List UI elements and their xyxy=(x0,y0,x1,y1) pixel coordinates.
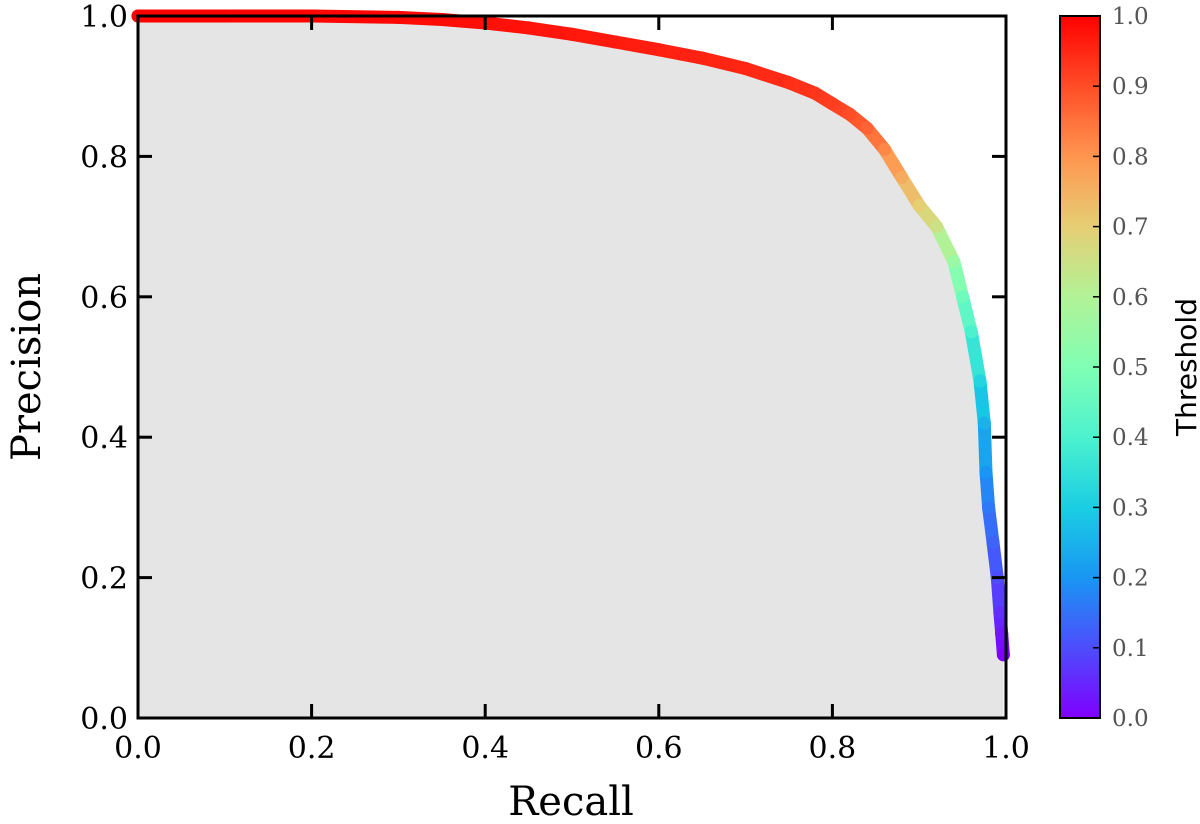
colorbar-tick-label: 0.7 xyxy=(1112,215,1149,241)
curve-segment xyxy=(608,35,666,57)
y-axis-title: Precision xyxy=(4,273,50,461)
curve-point xyxy=(912,199,926,212)
axes: 0.0 0.2 0.4 0.6 0.8 1.0 0.0 0.2 0.4 0.6 0.8 1.0 xyxy=(80,0,1030,766)
plot-frame xyxy=(136,14,1008,720)
y-tick-label: 0.6 xyxy=(80,281,128,316)
colorbar-tick-label: 0.3 xyxy=(1112,495,1149,521)
area-under-curve xyxy=(138,16,1004,718)
colorbar-title: Threshold xyxy=(1170,298,1200,437)
curve-point xyxy=(608,35,622,49)
colorbar-tick-label: 0.6 xyxy=(1112,285,1149,311)
curve-point xyxy=(878,142,891,156)
curve-point xyxy=(964,325,978,339)
y-tick-label: 0.8 xyxy=(80,140,128,175)
colorbar-tick-label: 0.9 xyxy=(1112,74,1149,100)
curve-point xyxy=(895,171,909,184)
curve-segment xyxy=(652,43,709,65)
curve-point xyxy=(695,51,709,65)
colorbar-tick-label: 0.0 xyxy=(1112,706,1149,732)
curve-segment xyxy=(973,374,991,430)
pr-curve xyxy=(131,9,1010,662)
curve-point xyxy=(565,27,579,41)
colorbar-tick-label: 0.5 xyxy=(1112,355,1149,381)
colorbar-tick-label: 0.8 xyxy=(1112,144,1149,170)
curve-point xyxy=(652,43,666,57)
curve-point xyxy=(973,374,987,388)
y-tick-label: 0.4 xyxy=(80,421,128,456)
curve-point xyxy=(825,97,839,111)
curve-segment xyxy=(565,27,622,49)
curve-point xyxy=(979,465,993,479)
y-tick-label: 0.2 xyxy=(80,562,128,597)
curve-segment xyxy=(435,13,492,30)
x-tick-label: 0.4 xyxy=(461,731,509,766)
curve-point xyxy=(956,290,970,304)
x-tick-label: 0.2 xyxy=(288,731,336,766)
curve-segment xyxy=(695,51,753,76)
curve-point xyxy=(996,648,1010,662)
curve-segment xyxy=(964,325,987,388)
plot-area xyxy=(131,9,1010,718)
curve-point xyxy=(982,500,996,514)
curve-segment xyxy=(739,62,796,90)
curve-point xyxy=(808,86,822,100)
colorbar-tick-label: 0.2 xyxy=(1112,566,1149,592)
curve-point xyxy=(739,62,753,76)
x-tick-label: 0.0 xyxy=(114,731,162,766)
x-tick-label: 0.6 xyxy=(635,731,683,766)
curve-point xyxy=(977,416,991,430)
curve-point xyxy=(986,536,1000,549)
curve-segment xyxy=(478,16,536,35)
curve-segment xyxy=(391,10,449,26)
colorbar-tick-label: 0.4 xyxy=(1112,425,1149,451)
x-axis-title: Recall xyxy=(508,779,634,824)
colorbar-tick-label: 0.1 xyxy=(1112,636,1149,662)
x-tick-label: 0.8 xyxy=(809,731,857,766)
curve-segment xyxy=(977,416,993,479)
curve-point xyxy=(522,21,536,35)
curve-point xyxy=(843,107,857,121)
curve-point xyxy=(930,220,944,234)
colorbar-tick-label: 1.0 xyxy=(1112,4,1149,30)
curve-point xyxy=(993,606,1007,620)
colorbar: 0.0 0.1 0.2 0.3 0.4 0.5 0.6 0.7 0.8 0.9 1.0 xyxy=(1059,4,1149,732)
curve-segment xyxy=(522,21,579,41)
curve-point xyxy=(860,121,874,135)
x-tick-label: 1.0 xyxy=(982,731,1030,766)
y-tick-label: 1.0 xyxy=(80,0,128,35)
curve-point xyxy=(947,255,961,269)
curve-point xyxy=(782,76,796,90)
curve-segment xyxy=(930,220,961,269)
y-tick-label: 0.0 xyxy=(80,702,128,737)
